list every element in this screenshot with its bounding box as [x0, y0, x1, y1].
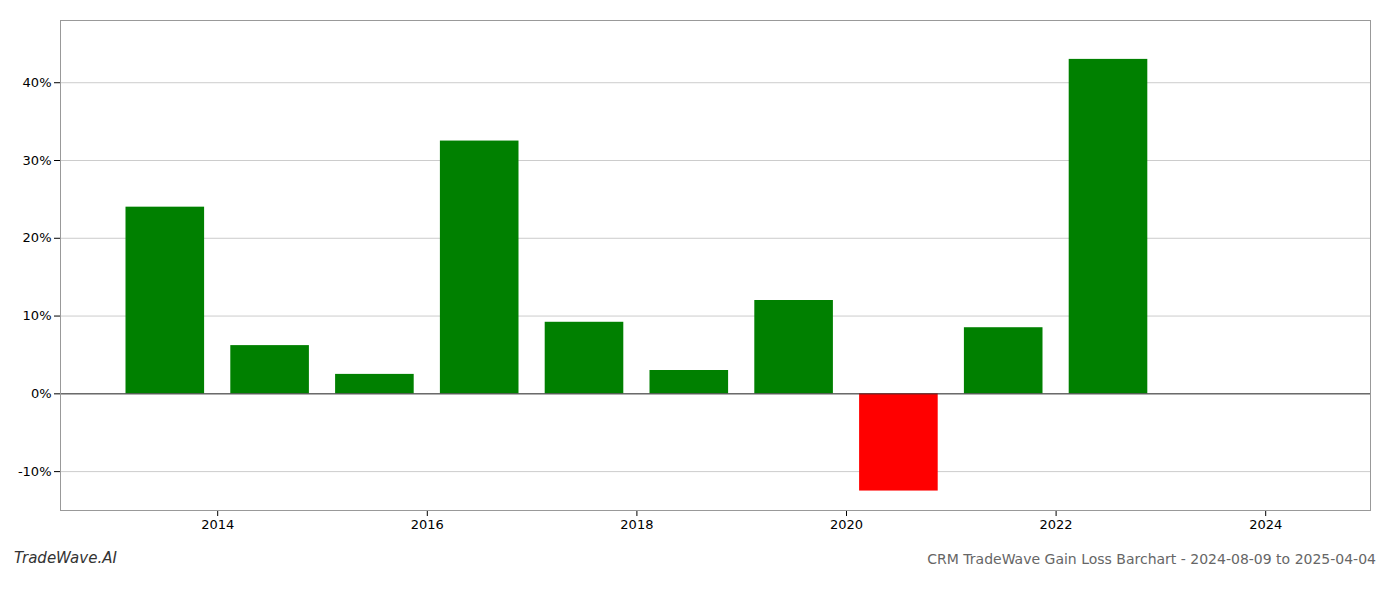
svg-text:2022: 2022 — [1040, 517, 1073, 532]
svg-text:0%: 0% — [31, 386, 52, 401]
svg-text:2018: 2018 — [620, 517, 653, 532]
svg-text:20%: 20% — [23, 230, 52, 245]
svg-text:2024: 2024 — [1249, 517, 1282, 532]
html-text:TradeWave.AI: TradeWave.AI — [14, 549, 117, 567]
svg-text:30%: 30% — [23, 153, 52, 168]
svg-text:-10%: -10% — [18, 464, 52, 479]
html-text:CRM TradeWave Gain Loss Barcha: CRM TradeWave Gain Loss Barchart - 2024-… — [927, 551, 1376, 567]
svg-text:2016: 2016 — [411, 517, 444, 532]
svg-text:2014: 2014 — [201, 517, 234, 532]
svg-text:10%: 10% — [23, 308, 52, 323]
svg-text:2020: 2020 — [830, 517, 863, 532]
svg-text:40%: 40% — [23, 75, 52, 90]
